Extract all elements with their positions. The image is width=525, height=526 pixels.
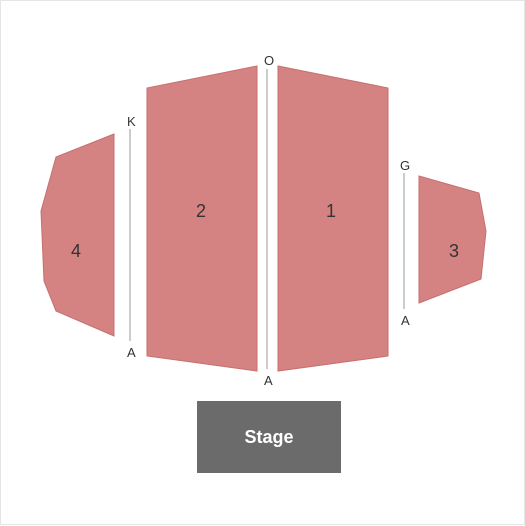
stage-label: Stage (244, 427, 293, 448)
stage: Stage (197, 401, 341, 473)
seating-chart: 1234OAKAGAStage (1, 1, 524, 524)
section-4[interactable] (41, 134, 114, 336)
section-3[interactable] (419, 176, 486, 303)
section-2[interactable] (147, 66, 257, 371)
section-1[interactable] (278, 66, 388, 371)
